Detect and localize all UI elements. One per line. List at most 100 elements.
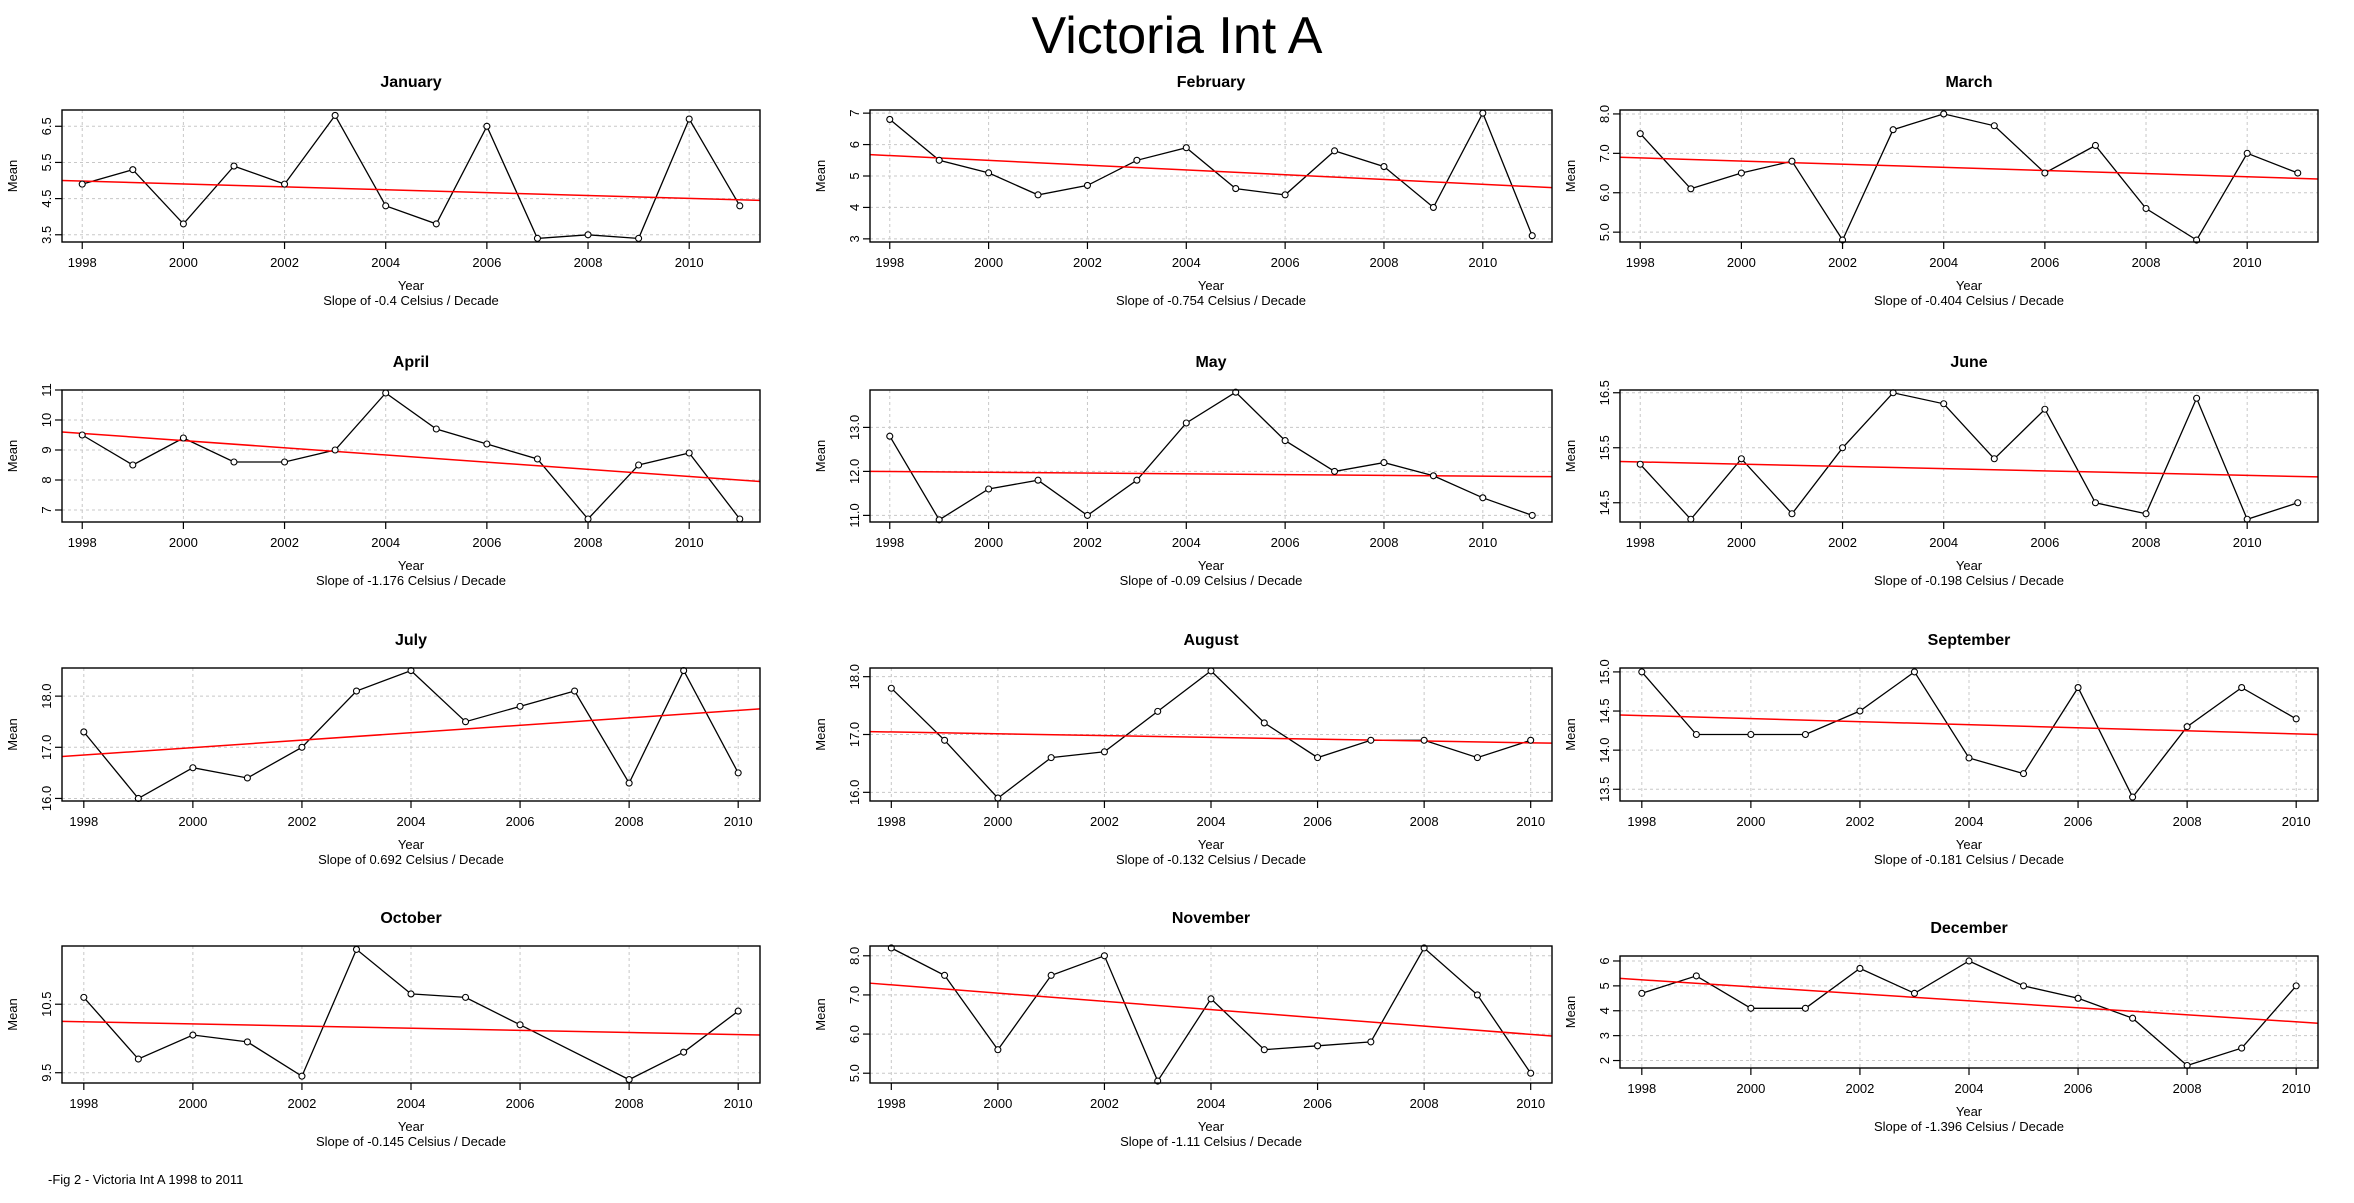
x-tick-label: 2008: [574, 535, 603, 550]
data-point: [1990, 455, 1998, 463]
trend-line: [61, 431, 761, 483]
x-tick-label: 2006: [1303, 814, 1332, 829]
data-point: [1889, 126, 1897, 134]
x-tick-label: 1998: [68, 255, 97, 270]
x-tick-label: 1998: [1627, 814, 1656, 829]
data-point: [1910, 989, 1919, 997]
data-point: [1788, 510, 1796, 518]
data-point: [516, 1021, 524, 1029]
data-point: [2142, 510, 2150, 518]
y-tick-label: 6.0: [1597, 184, 1612, 202]
data-point: [1047, 971, 1055, 979]
slope-label: Slope of -0.145 Celsius / Decade: [316, 1134, 506, 1149]
data-point: [2074, 684, 2082, 692]
data-point: [1331, 467, 1339, 475]
data-point: [1260, 719, 1268, 727]
y-tick-label: 10.5: [39, 992, 54, 1017]
x-tick-label: 2010: [724, 814, 753, 829]
data-point: [2292, 982, 2300, 990]
data-point: [2019, 982, 2028, 990]
x-tick-label: 2000: [974, 535, 1003, 550]
data-point: [1990, 122, 1998, 130]
data-point: [935, 516, 943, 524]
y-tick-label: 9.5: [39, 1064, 54, 1082]
data-point: [516, 702, 524, 710]
chart-title: January: [380, 74, 441, 91]
chart-title: December: [1930, 920, 2007, 937]
slope-label: Slope of -0.132 Celsius / Decade: [1116, 852, 1306, 867]
y-axis-label: Mean: [1563, 440, 1578, 473]
data-point: [1940, 110, 1948, 118]
x-tick-label: 1998: [69, 814, 98, 829]
data-point: [1737, 455, 1745, 463]
x-tick-label: 2008: [574, 255, 603, 270]
x-tick-label: 2010: [2233, 255, 2262, 270]
data-point: [1636, 130, 1644, 138]
data-point: [2142, 204, 2150, 213]
y-tick-label: 5: [1597, 982, 1612, 989]
y-axis-label: Mean: [813, 440, 828, 473]
data-point: [2238, 684, 2246, 692]
data-point: [635, 461, 643, 469]
data-point: [2041, 169, 2049, 177]
data-point: [2243, 149, 2251, 157]
data-point: [736, 515, 744, 523]
y-tick-label: 17.0: [39, 735, 54, 760]
x-tick-label: 2008: [1370, 255, 1399, 270]
trend-line: [1619, 977, 2319, 1024]
x-tick-label: 2008: [1410, 814, 1439, 829]
y-tick-label: 5.0: [1597, 223, 1612, 241]
y-tick-label: 9: [39, 446, 54, 453]
y-tick-label: 8.0: [847, 947, 862, 965]
data-point: [1965, 957, 1973, 965]
data-point: [2129, 793, 2137, 801]
y-tick-label: 5.0: [847, 1064, 862, 1082]
x-tick-label: 2010: [1516, 1096, 1545, 1111]
data-point: [2129, 1014, 2137, 1022]
x-tick-label: 1998: [1627, 1081, 1656, 1096]
data-point: [1910, 668, 1919, 676]
data-point: [1154, 707, 1162, 715]
data-point: [407, 990, 415, 998]
data-point: [887, 684, 895, 692]
data-point: [886, 115, 894, 123]
chart-october: 1998 2000 2002 2004 2006 2008 2010 9.5 10.5 Octob…: [5, 910, 761, 1149]
data-point: [382, 202, 390, 210]
x-axis-label: Year: [398, 558, 425, 573]
data-point: [1034, 476, 1042, 484]
data-point: [1638, 989, 1646, 997]
x-tick-label: 2004: [371, 255, 400, 270]
chart-title: August: [1183, 632, 1239, 649]
data-point: [941, 736, 949, 744]
x-tick-label: 2004: [371, 535, 400, 550]
x-tick-label: 2000: [974, 255, 1003, 270]
data-point: [1281, 191, 1289, 199]
x-axis-label: Year: [1198, 278, 1225, 293]
figure-caption: -Fig 2 - Victoria Int A 1998 to 2011: [48, 1172, 244, 1187]
x-tick-label: 2008: [2173, 814, 2202, 829]
y-tick-label: 6.5: [39, 117, 54, 135]
data-point: [80, 728, 88, 736]
data-point: [1473, 991, 1481, 999]
y-axis-label: Mean: [813, 718, 828, 751]
plot-frame: [61, 109, 761, 243]
y-tick-label: 16.0: [39, 786, 54, 811]
data-point: [1314, 1042, 1322, 1050]
x-tick-label: 2002: [1090, 1096, 1119, 1111]
data-point: [1692, 730, 1700, 739]
data-point: [230, 162, 238, 170]
x-tick-label: 2008: [615, 814, 644, 829]
chart-december: 1998 2000 2002 2004 2006 2008 2010 2 3 4 5 6 Decembe…: [1563, 920, 2319, 1134]
data-point: [680, 1048, 688, 1056]
data-point: [1839, 444, 1847, 452]
data-point: [1182, 419, 1190, 427]
data-point: [994, 794, 1002, 802]
slope-label: Slope of -0.09 Celsius / Decade: [1120, 573, 1303, 588]
data-point: [331, 111, 339, 119]
y-tick-label: 18.0: [847, 664, 862, 689]
data-point: [1367, 1038, 1375, 1046]
x-axis-label: Year: [398, 278, 425, 293]
data-point: [1692, 972, 1700, 980]
x-tick-label: 1998: [875, 255, 904, 270]
data-point: [2041, 405, 2049, 413]
